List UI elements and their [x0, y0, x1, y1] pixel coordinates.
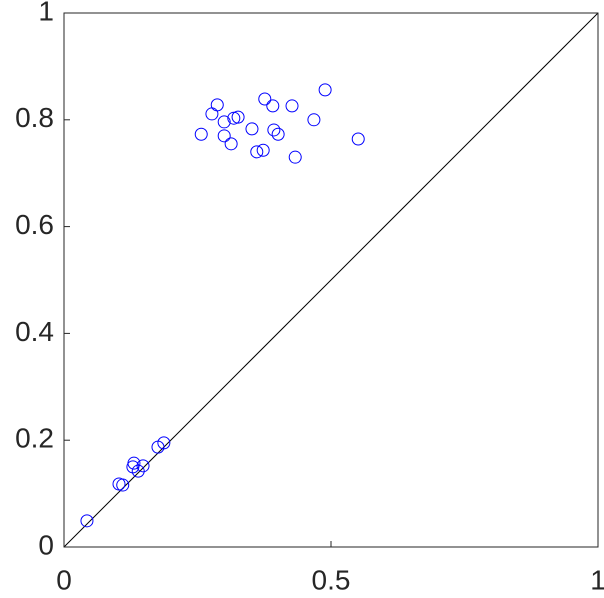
point — [231, 110, 245, 124]
point — [256, 143, 270, 157]
point — [227, 111, 241, 125]
y-tick-label: 0 — [38, 529, 54, 560]
point — [318, 83, 332, 97]
point — [271, 127, 285, 141]
y-tick-label: 0.2 — [15, 423, 54, 454]
point — [157, 436, 171, 450]
y-tick-label: 1 — [38, 0, 54, 26]
x-tick-label: 1 — [590, 564, 604, 595]
point — [205, 107, 219, 121]
point — [116, 478, 130, 492]
point — [285, 99, 299, 113]
point — [307, 113, 321, 127]
point — [136, 459, 150, 473]
x-tick-label: 0.5 — [312, 564, 351, 595]
y-tick-label: 0.6 — [15, 209, 54, 240]
point — [224, 137, 238, 151]
point — [258, 92, 272, 106]
diagonal-line — [63, 12, 599, 548]
y-tick-label: 0.4 — [15, 316, 54, 347]
point — [217, 115, 231, 129]
y-tick-label: 0.8 — [15, 102, 54, 133]
point — [266, 99, 280, 113]
x-tick-label: 0 — [56, 564, 72, 595]
point — [267, 123, 281, 137]
point — [250, 145, 264, 159]
point — [217, 129, 231, 143]
point — [351, 132, 365, 146]
point — [288, 150, 302, 164]
point — [80, 514, 94, 528]
point — [194, 127, 208, 141]
point — [131, 464, 145, 478]
point — [245, 122, 259, 136]
point — [210, 98, 224, 112]
